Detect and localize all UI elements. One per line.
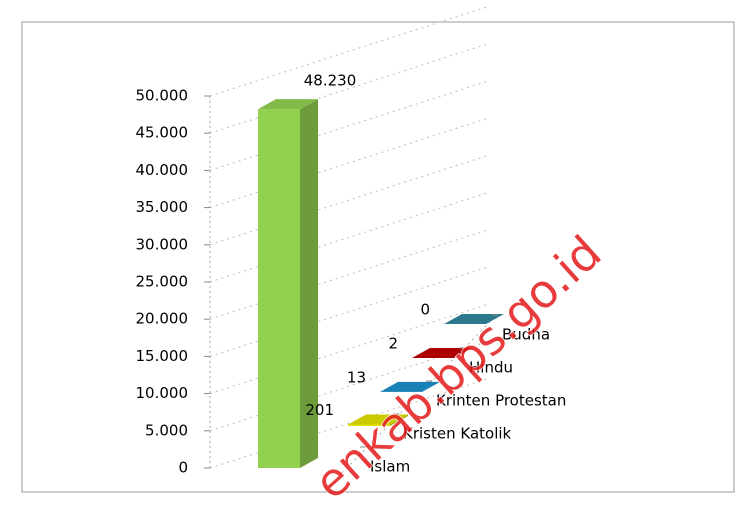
y-tick-label: 45.000: [136, 124, 189, 142]
y-tick-label: 20.000: [136, 310, 189, 328]
bar-front: [258, 109, 300, 468]
value-label: 13: [347, 368, 366, 386]
y-tick-label: 30.000: [136, 235, 189, 253]
y-tick-label: 0: [178, 459, 188, 477]
y-tick-label: 25.000: [136, 273, 189, 291]
value-label: 0: [420, 301, 430, 319]
y-tick-label: 50.000: [136, 87, 189, 105]
y-tick-label: 35.000: [136, 198, 189, 216]
y-tick-label: 5.000: [145, 421, 188, 439]
value-label: 201: [305, 401, 334, 419]
y-tick-label: 40.000: [136, 161, 189, 179]
y-tick-label: 10.000: [136, 384, 189, 402]
value-label: 2: [388, 334, 398, 352]
value-label: 48.230: [304, 72, 357, 90]
y-tick-label: 15.000: [136, 347, 189, 365]
